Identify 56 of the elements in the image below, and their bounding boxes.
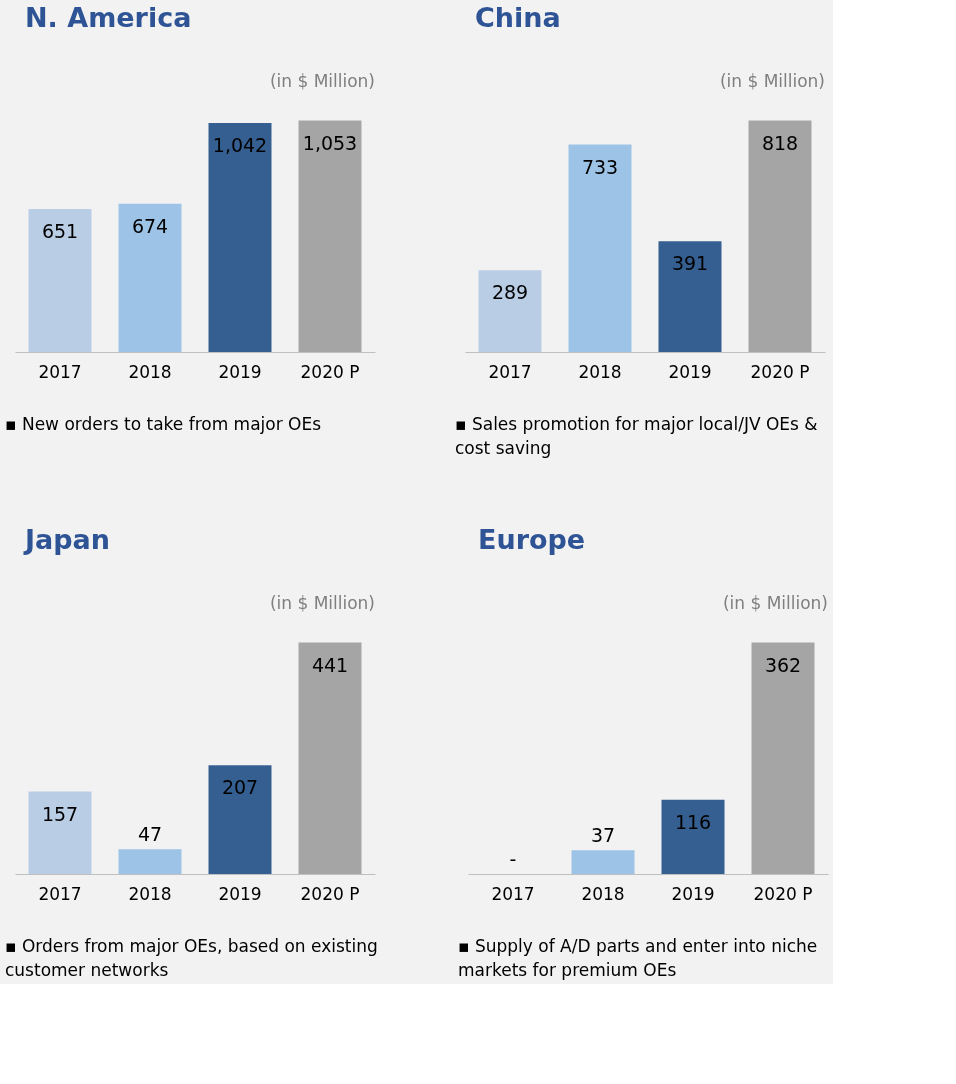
chart-title: Japan (23, 524, 111, 555)
bar (568, 144, 632, 352)
data-label: 116 (674, 810, 712, 833)
text: ▪ Orders from major OEs, based on existing customer networks (5, 936, 378, 980)
x-tick-label: 2018 (578, 361, 622, 382)
bar (748, 120, 812, 352)
chart-title: Europe (478, 524, 586, 555)
x-tick-label: 2019 (218, 883, 262, 904)
data-label: 391 (671, 252, 709, 275)
chart-subtitle: (in $ Million) (722, 593, 828, 613)
x-tick-label: 2017 (491, 883, 535, 904)
data-label: 47 (137, 823, 163, 846)
data-label: 441 (311, 653, 349, 676)
x-tick-label: 2020 P (300, 361, 360, 382)
bar (298, 120, 362, 352)
x-tick-label: 2020 P (750, 361, 810, 382)
x-tick-label: 2020 P (300, 883, 360, 904)
bar (298, 642, 362, 874)
data-label: 674 (131, 214, 169, 237)
data-label: 651 (41, 219, 79, 242)
bar (208, 122, 272, 352)
text: ▪ New orders to take from major OEs (5, 414, 322, 434)
bar (28, 208, 92, 352)
data-label: 37 (590, 824, 616, 847)
bar (118, 849, 182, 874)
data-label: 157 (41, 802, 79, 825)
bar (28, 791, 92, 874)
chart-subtitle: (in $ Million) (719, 71, 825, 91)
x-tick-label: 2019 (671, 883, 715, 904)
x-tick-label: 2018 (128, 883, 172, 904)
chart-title: China (475, 2, 561, 33)
x-tick-label: 2018 (581, 883, 625, 904)
text: ▪ Supply of A/D parts and enter into niche markets for premium OEs (458, 936, 818, 980)
chart-title: N. America (25, 2, 192, 33)
data-label: 1,053 (302, 131, 358, 154)
bar (478, 270, 542, 352)
text: ▪ Sales promotion for major local/JV OEs & cost saving (455, 414, 818, 458)
x-tick-label: 2020 P (753, 883, 813, 904)
bar (118, 203, 182, 352)
chart-subtitle: (in $ Million) (269, 71, 375, 91)
data-label: 818 (761, 131, 799, 154)
data-label: 1,042 (212, 133, 268, 156)
data-label: 289 (491, 281, 529, 304)
bar (658, 241, 722, 352)
x-tick-label: 2017 (488, 361, 532, 382)
bar (208, 765, 272, 874)
text: - (509, 848, 517, 870)
x-tick-label: 2018 (128, 361, 172, 382)
x-tick-label: 2017 (38, 883, 82, 904)
x-tick-label: 2017 (38, 361, 82, 382)
data-label: 207 (221, 776, 259, 799)
data-label: 733 (581, 155, 619, 178)
chart-subtitle: (in $ Million) (269, 593, 375, 613)
data-label: 362 (764, 653, 802, 676)
x-tick-label: 2019 (668, 361, 712, 382)
x-tick-label: 2019 (218, 361, 262, 382)
